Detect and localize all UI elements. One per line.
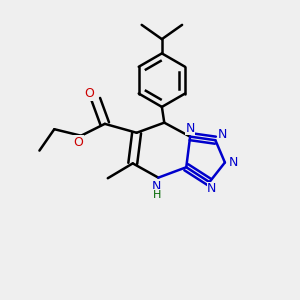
Text: N: N bbox=[218, 128, 227, 141]
Text: N: N bbox=[229, 156, 239, 169]
Text: N: N bbox=[185, 122, 195, 135]
Text: H: H bbox=[153, 190, 161, 200]
Text: O: O bbox=[73, 136, 83, 149]
Text: N: N bbox=[207, 182, 217, 195]
Text: N: N bbox=[152, 180, 161, 193]
Text: O: O bbox=[84, 87, 94, 100]
